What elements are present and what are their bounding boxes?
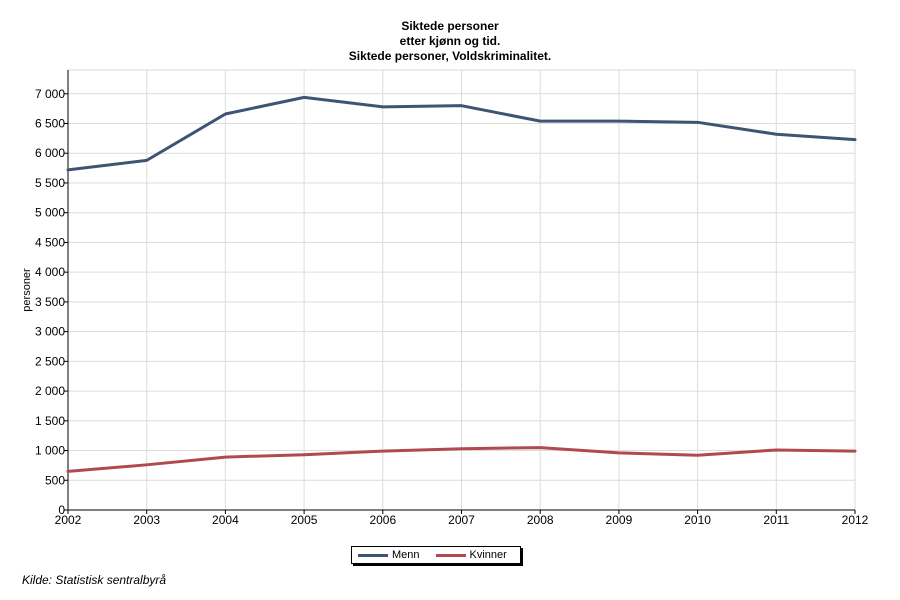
x-tick-label: 2010 — [684, 513, 711, 527]
y-tick-label: 1 000 — [35, 444, 65, 458]
series-lines — [66, 95, 857, 473]
legend-item-menn: Menn — [358, 549, 420, 561]
x-tick-label: 2002 — [55, 513, 82, 527]
y-tick-label: 1 500 — [35, 414, 65, 428]
legend-swatch-kvinner — [435, 553, 466, 557]
grid-lines — [68, 70, 855, 510]
legend-label-menn: Menn — [392, 549, 420, 561]
axes — [64, 70, 856, 514]
title-line-2: etter kjønn og tid. — [399, 34, 501, 48]
x-tick-label: 2003 — [133, 513, 160, 527]
title-line-1: Siktede personer — [401, 19, 499, 33]
chart-title: Siktede personer etter kjønn og tid. Sik… — [0, 19, 900, 64]
y-tick-label: 6 000 — [35, 146, 65, 160]
x-tick-label: 2007 — [448, 513, 475, 527]
y-tick-label: 3 000 — [35, 325, 65, 339]
x-tick-label: 2004 — [212, 513, 239, 527]
y-tick-label: 0 — [58, 503, 65, 517]
x-tick-label: 2011 — [763, 513, 789, 527]
y-tick-label: 5 000 — [35, 206, 65, 220]
y-tick-label: 4 500 — [35, 235, 65, 249]
x-tick-label: 2006 — [369, 513, 396, 527]
x-tick-label: 2009 — [606, 513, 633, 527]
x-tick-label: 2012 — [842, 513, 869, 527]
title-line-3: Siktede personer, Voldskriminalitet. — [348, 49, 552, 63]
y-tick-label: 6 500 — [35, 117, 65, 131]
y-tick-label: 500 — [45, 473, 65, 487]
series-line-kvinner — [66, 446, 857, 473]
y-tick-label: 2 500 — [35, 354, 65, 368]
y-tick-label: 7 000 — [35, 87, 65, 101]
y-tick-label: 3 500 — [35, 295, 65, 309]
y-tick-label: 5 500 — [35, 176, 65, 190]
legend: Menn Kvinner — [351, 546, 521, 564]
legend-label-kvinner: Kvinner — [469, 549, 507, 561]
x-tick-label: 2008 — [527, 513, 554, 527]
legend-item-kvinner: Kvinner — [435, 549, 507, 561]
x-tick-label: 2005 — [291, 513, 318, 527]
y-tick-label: 4 000 — [35, 265, 65, 279]
y-tick-label: 2 000 — [35, 384, 65, 398]
legend-swatch-menn — [358, 553, 388, 557]
series-line-menn — [66, 95, 857, 172]
y-axis-label: personer — [21, 268, 33, 312]
tick-labels: 0 500 1 000 1 500 2 000 2 500 3 000 3 500 4 000 4… — [35, 87, 869, 527]
source-note: Kilde: Statistisk sentralbyrå — [22, 573, 167, 587]
